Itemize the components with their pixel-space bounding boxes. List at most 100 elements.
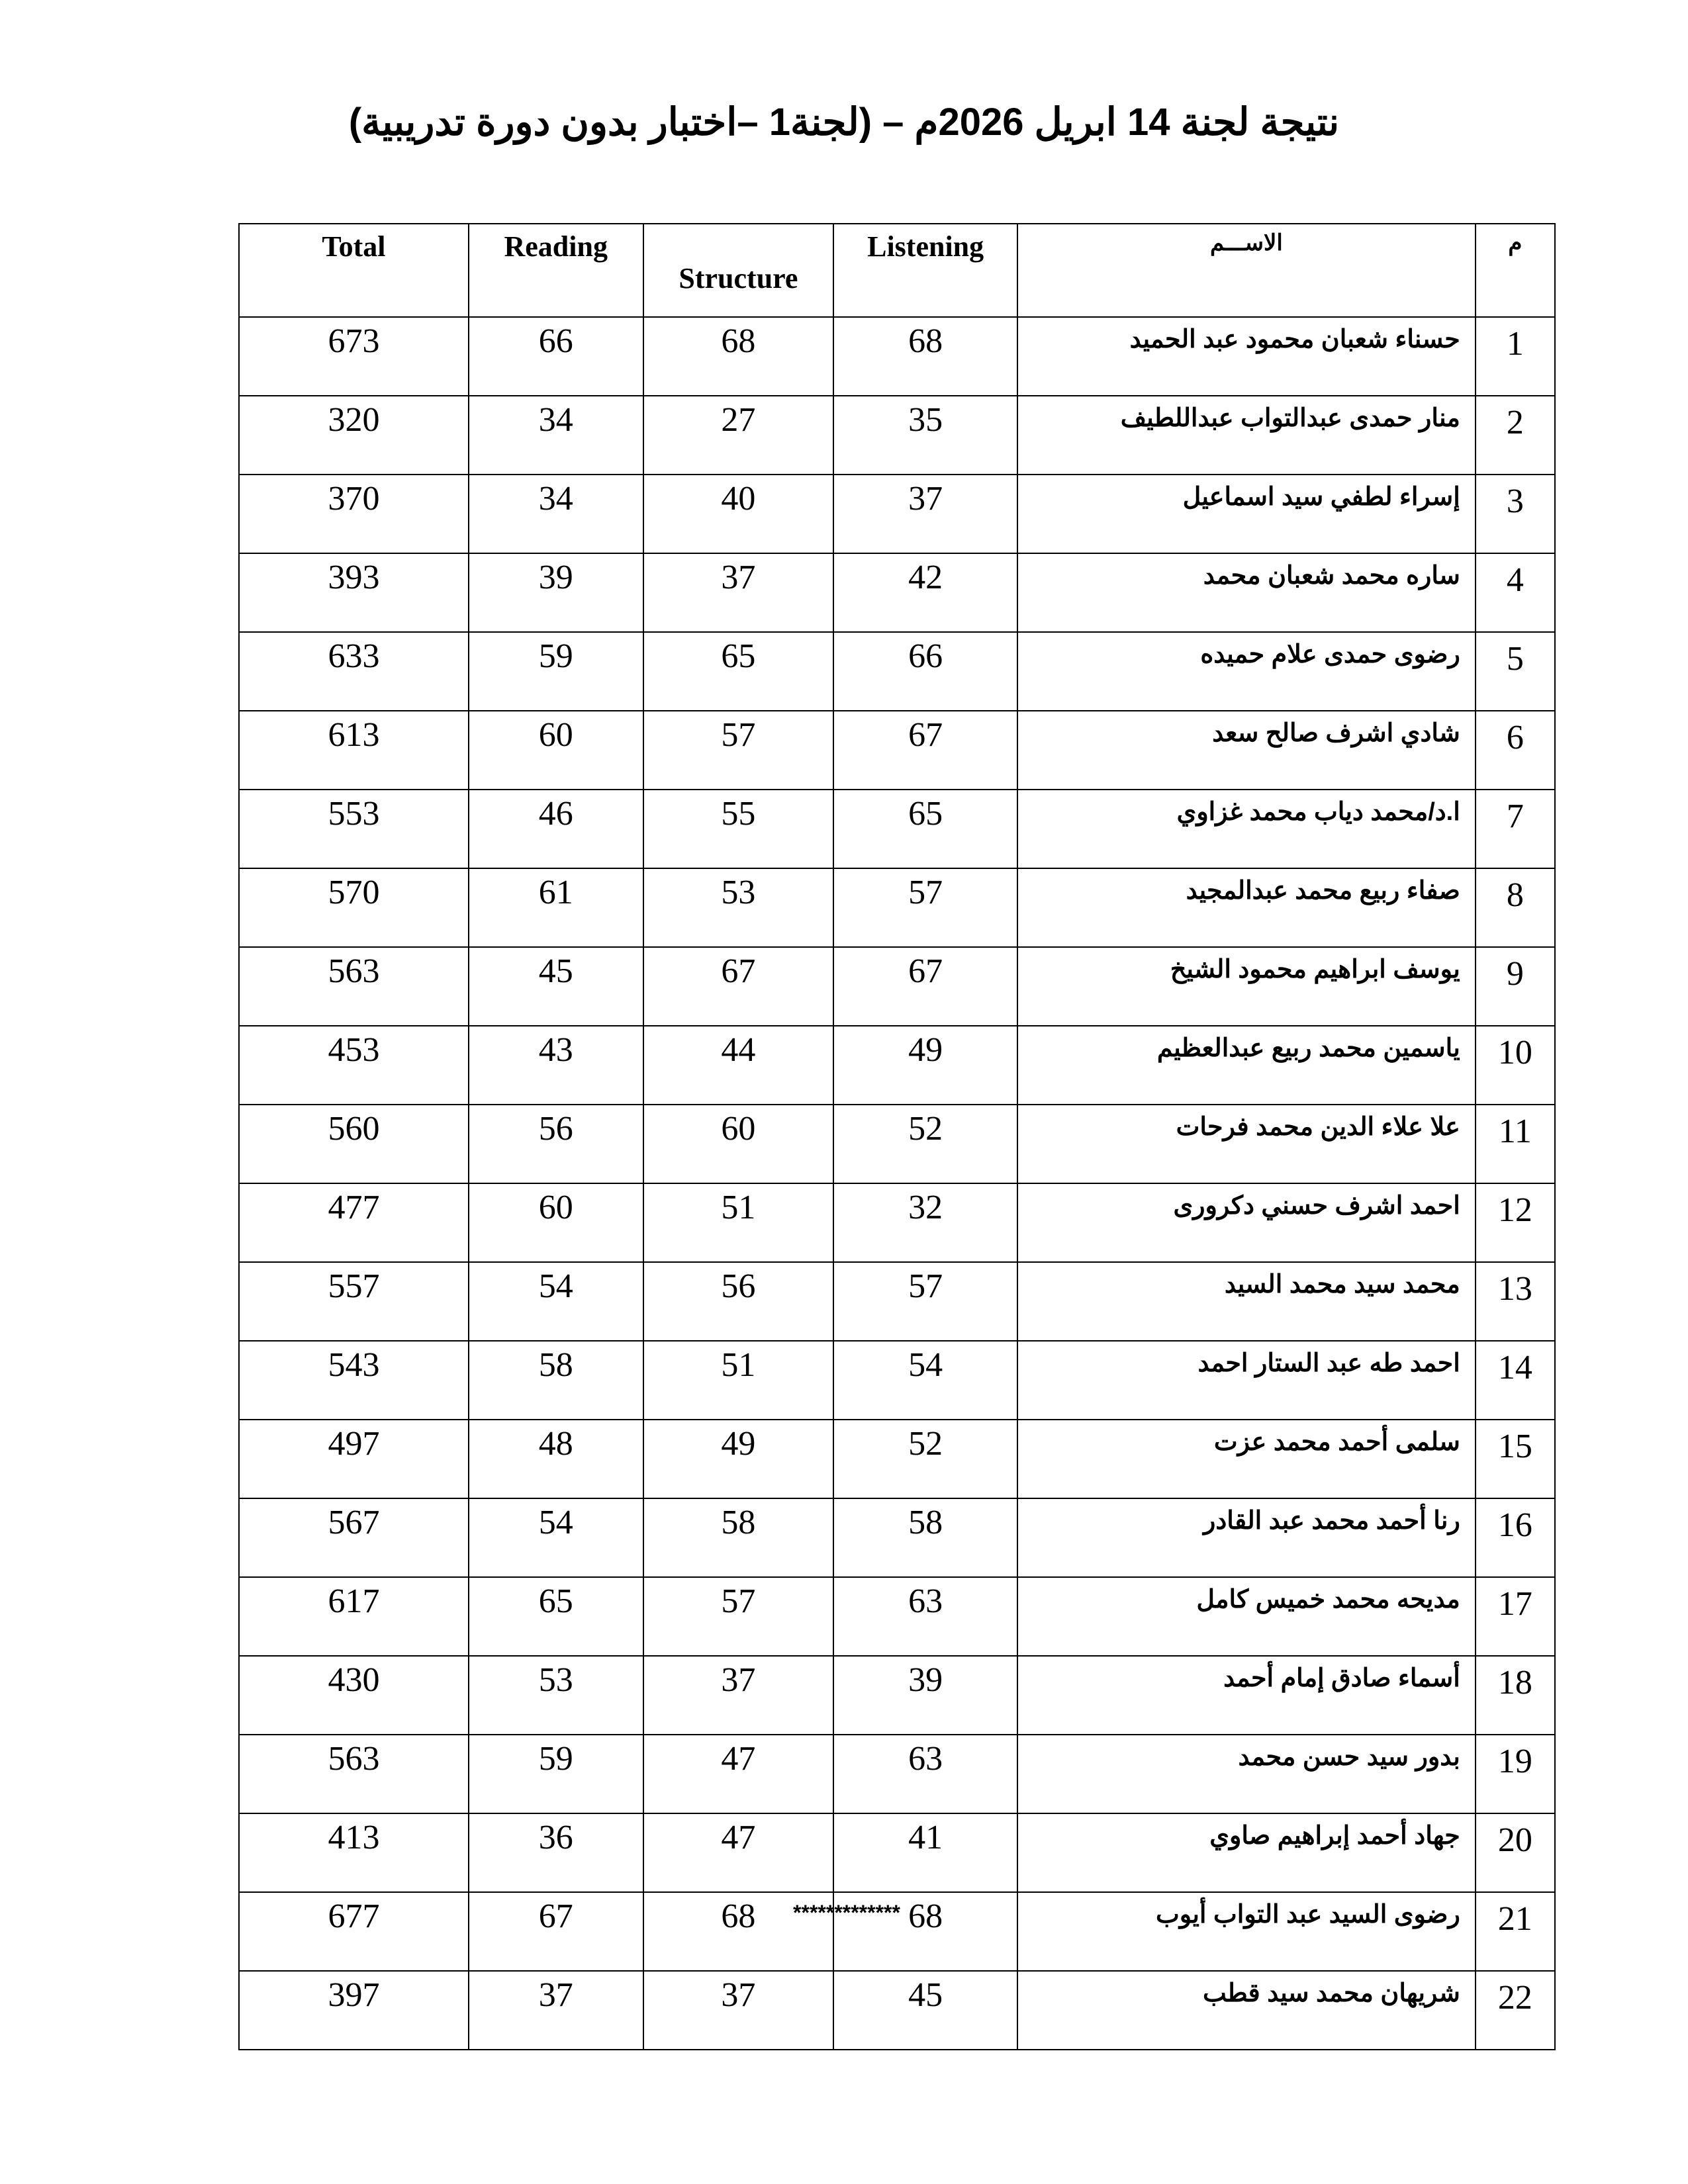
total-cell: 553: [238, 789, 469, 869]
structure-cell: 67: [642, 946, 835, 1026]
table-row: 477 60 51 32 احمد اشرف حسني دكرورى 12: [238, 1183, 1556, 1263]
table-row: 557 54 56 57 محمد سيد محمد السيد 13: [238, 1261, 1556, 1342]
reading-cell: 45: [467, 946, 644, 1026]
name-cell: علا علاء الدين محمد فرحات: [1017, 1104, 1476, 1184]
table-row: 567 54 58 58 رنا أحمد محمد عبد القادر 16: [238, 1498, 1556, 1578]
reading-cell: 60: [467, 710, 644, 790]
name-cell: شريهان محمد سيد قطب: [1017, 1970, 1476, 2050]
structure-cell: 37: [642, 553, 835, 633]
table-row: 413 36 47 41 جهاد أحمد إبراهيم صاوي 20: [238, 1813, 1556, 1893]
name-cell: ا.د/محمد دياب محمد غزاوي: [1017, 789, 1476, 869]
table-row: 543 58 51 54 احمد طه عبد الستار احمد 14: [238, 1340, 1556, 1420]
structure-cell: 68: [642, 1891, 835, 1972]
number-cell: 18: [1474, 1655, 1556, 1735]
table-row: 397 37 37 45 شريهان محمد سيد قطب 22: [238, 1970, 1556, 2050]
name-cell: أسماء صادق إمام أحمد: [1017, 1655, 1476, 1735]
reading-cell: 67: [467, 1891, 644, 1972]
number-cell: 8: [1474, 868, 1556, 948]
reading-cell: 53: [467, 1655, 644, 1735]
name-cell: رضوى حمدى علام حميده: [1017, 631, 1476, 711]
structure-cell: 47: [642, 1734, 835, 1814]
header-structure: Structure: [642, 223, 835, 318]
number-cell: 11: [1474, 1104, 1556, 1184]
name-cell: جهاد أحمد إبراهيم صاوي: [1017, 1813, 1476, 1893]
header-listening: Listening: [833, 223, 1018, 318]
structure-cell: 58: [642, 1498, 835, 1578]
structure-cell: 65: [642, 631, 835, 711]
listening-cell: 45: [833, 1970, 1018, 2050]
name-cell: محمد سيد محمد السيد: [1017, 1261, 1476, 1342]
structure-cell: 57: [642, 1576, 835, 1657]
total-cell: 567: [238, 1498, 469, 1578]
number-cell: 21: [1474, 1891, 1556, 1972]
name-cell: حسناء شعبان محمود عبد الحميد: [1017, 316, 1476, 396]
number-cell: 14: [1474, 1340, 1556, 1420]
table-row: 673 66 68 68 حسناء شعبان محمود عبد الحميد 1: [238, 316, 1556, 396]
footer-stars: *************: [793, 1901, 900, 1925]
listening-cell: 35: [833, 395, 1018, 475]
reading-cell: 43: [467, 1025, 644, 1105]
reading-cell: 48: [467, 1419, 644, 1499]
structure-cell: 51: [642, 1340, 835, 1420]
listening-cell: 57: [833, 868, 1018, 948]
listening-cell: 68: [833, 316, 1018, 396]
name-cell: منار حمدى عبدالتواب عبداللطيف: [1017, 395, 1476, 475]
total-cell: 563: [238, 946, 469, 1026]
number-cell: 17: [1474, 1576, 1556, 1657]
reading-cell: 61: [467, 868, 644, 948]
table-row: 553 46 55 65 ا.د/محمد دياب محمد غزاوي 7: [238, 789, 1556, 869]
name-cell: مديحه محمد خميس كامل: [1017, 1576, 1476, 1657]
number-cell: 22: [1474, 1970, 1556, 2050]
structure-cell: 44: [642, 1025, 835, 1105]
total-cell: 617: [238, 1576, 469, 1657]
header-name: الاســـم: [1017, 223, 1476, 318]
total-cell: 497: [238, 1419, 469, 1499]
name-cell: احمد اشرف حسني دكرورى: [1017, 1183, 1476, 1263]
table-row: 633 59 65 66 رضوى حمدى علام حميده 5: [238, 631, 1556, 711]
total-cell: 370: [238, 474, 469, 554]
total-cell: 560: [238, 1104, 469, 1184]
listening-cell: 58: [833, 1498, 1018, 1578]
table-row: 677 67 68 68 رضوى السيد عبد التواب أيوب 21: [238, 1891, 1556, 1972]
table-row: 613 60 57 67 شادي اشرف صالح سعد 6: [238, 710, 1556, 790]
name-cell: ياسمين محمد ربيع عبدالعظيم: [1017, 1025, 1476, 1105]
total-cell: 543: [238, 1340, 469, 1420]
listening-cell: 67: [833, 946, 1018, 1026]
listening-cell: 65: [833, 789, 1018, 869]
listening-cell: 37: [833, 474, 1018, 554]
total-cell: 677: [238, 1891, 469, 1972]
structure-cell: 51: [642, 1183, 835, 1263]
reading-cell: 46: [467, 789, 644, 869]
number-cell: 6: [1474, 710, 1556, 790]
listening-cell: 52: [833, 1104, 1018, 1184]
number-cell: 20: [1474, 1813, 1556, 1893]
structure-cell: 47: [642, 1813, 835, 1893]
total-cell: 557: [238, 1261, 469, 1342]
table-row: 320 34 27 35 منار حمدى عبدالتواب عبداللطيف 2: [238, 395, 1556, 475]
structure-cell: 56: [642, 1261, 835, 1342]
name-cell: رضوى السيد عبد التواب أيوب: [1017, 1891, 1476, 1972]
reading-cell: 60: [467, 1183, 644, 1263]
listening-cell: 57: [833, 1261, 1018, 1342]
structure-cell: 60: [642, 1104, 835, 1184]
listening-cell: 54: [833, 1340, 1018, 1420]
table-row: 570 61 53 57 صفاء ربيع محمد عبدالمجيد 8: [238, 868, 1556, 948]
listening-cell: 41: [833, 1813, 1018, 1893]
total-cell: 453: [238, 1025, 469, 1105]
table-row: 497 48 49 52 سلمى أحمد محمد عزت 15: [238, 1419, 1556, 1499]
name-cell: بدور سيد حسن محمد: [1017, 1734, 1476, 1814]
table-row: 370 34 40 37 إسراء لطفي سيد اسماعيل 3: [238, 474, 1556, 554]
total-cell: 570: [238, 868, 469, 948]
table-row: 393 39 37 42 ساره محمد شعبان محمد 4: [238, 553, 1556, 633]
reading-cell: 34: [467, 474, 644, 554]
reading-cell: 56: [467, 1104, 644, 1184]
number-cell: 15: [1474, 1419, 1556, 1499]
total-cell: 320: [238, 395, 469, 475]
reading-cell: 54: [467, 1261, 644, 1342]
total-cell: 393: [238, 553, 469, 633]
total-cell: 430: [238, 1655, 469, 1735]
reading-cell: 66: [467, 316, 644, 396]
total-cell: 397: [238, 1970, 469, 2050]
number-cell: 1: [1474, 316, 1556, 396]
listening-cell: 63: [833, 1576, 1018, 1657]
